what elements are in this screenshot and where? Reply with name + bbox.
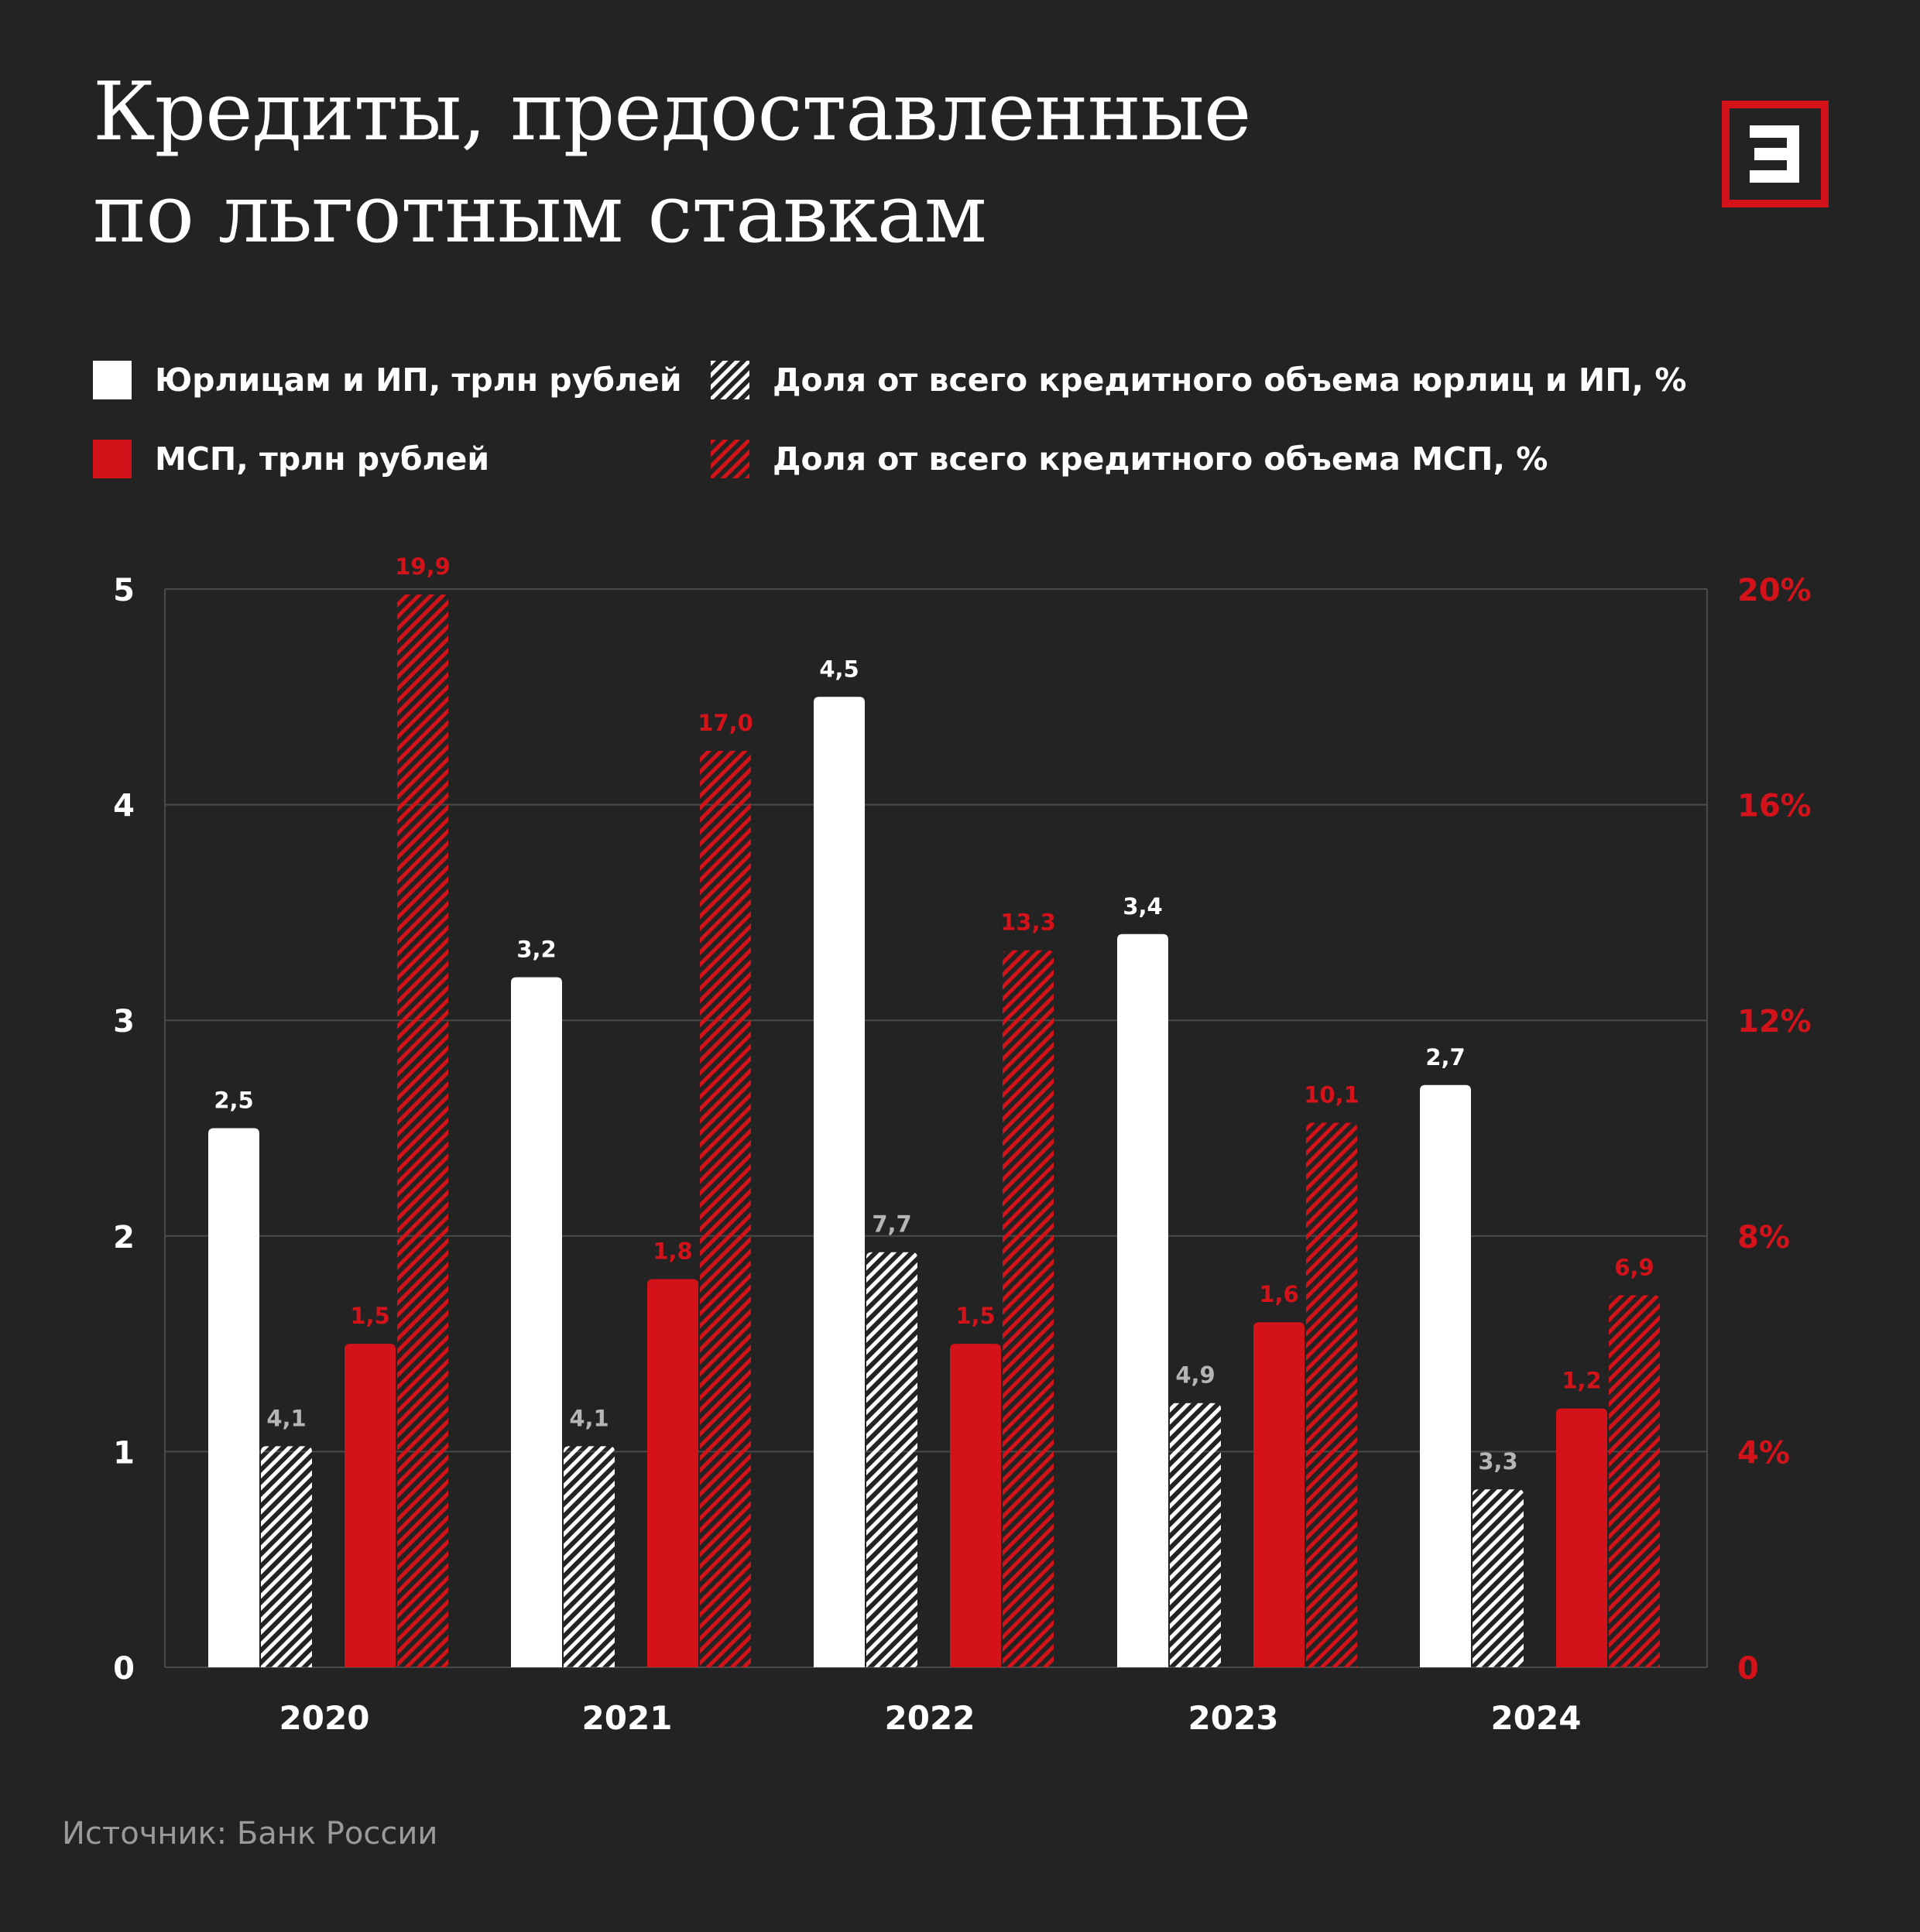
bar-legal-entities-share <box>564 1446 615 1667</box>
bar-sme <box>1253 1322 1305 1667</box>
bar-value-label: 4,1 <box>266 1405 306 1431</box>
y-left-tick-label: 2 <box>113 1220 135 1255</box>
bar-value-label: 3,4 <box>1123 893 1162 920</box>
bar-value-label: 4,5 <box>819 656 859 682</box>
y-left-tick-label: 4 <box>113 789 135 824</box>
labels-layer: 0 0 1 4% 2 8% 3 12% 4 16% 5 20% 2,5 4,1 1,5 19,9 2020 3,2… <box>113 553 1812 1737</box>
y-left-tick-label: 1 <box>113 1435 135 1471</box>
bar-legal-entities <box>511 977 562 1667</box>
letter-e-logo-icon <box>1722 101 1829 207</box>
bar-value-label: 3,3 <box>1478 1448 1517 1475</box>
x-tick-label: 2022 <box>885 1699 975 1737</box>
x-tick-label: 2024 <box>1491 1699 1582 1737</box>
bar-value-label: 1,5 <box>955 1303 995 1329</box>
bar-sme <box>647 1279 698 1667</box>
bar-legal-entities-share <box>1473 1489 1524 1667</box>
bar-value-label: 7,7 <box>872 1211 911 1238</box>
y-right-tick-label: 20% <box>1737 573 1812 608</box>
bar-value-label: 6,9 <box>1614 1254 1654 1280</box>
legend-item-sme: МСП, трлн рублей <box>93 440 489 478</box>
legend-swatch-solid-white <box>93 361 132 399</box>
bar-value-label: 13,3 <box>1000 909 1056 936</box>
bar-value-label: 4,1 <box>569 1405 609 1431</box>
legend-label: Юрлицам и ИП, трлн рублей <box>155 361 682 399</box>
x-tick-label: 2023 <box>1188 1699 1279 1737</box>
bar-legal-entities-share <box>866 1252 917 1667</box>
bar-value-label: 17,0 <box>698 710 753 736</box>
y-left-tick-label: 3 <box>113 1004 135 1040</box>
bar-value-label: 2,5 <box>214 1088 253 1114</box>
bar-legal-entities-share <box>1170 1403 1221 1667</box>
legend-item-legal-entities: Юрлицам и ИП, трлн рублей <box>93 361 682 399</box>
y-right-tick-label: 0 <box>1737 1651 1759 1687</box>
bar-sme <box>950 1344 1001 1667</box>
bar-sme-share <box>1609 1295 1660 1667</box>
y-left-tick-label: 5 <box>113 573 135 608</box>
bar-sme-share <box>1003 950 1054 1667</box>
legend-label: Доля от всего кредитного объема юрлиц и … <box>773 361 1687 399</box>
legend-item-sme-share: Доля от всего кредитного объема МСП, % <box>711 440 1548 478</box>
bar-value-label: 1,5 <box>350 1303 389 1329</box>
bar-value-label: 1,2 <box>1562 1368 1601 1394</box>
y-right-tick-label: 16% <box>1737 789 1812 824</box>
bar-sme <box>345 1344 396 1667</box>
bar-legal-entities <box>1420 1084 1471 1667</box>
legend-label: МСП, трлн рублей <box>155 440 490 478</box>
legend-swatch-hatch-red <box>711 440 749 478</box>
legend-swatch-solid-red <box>93 440 132 478</box>
source-note: Источник: Банк России <box>62 1816 438 1852</box>
bar-sme <box>1556 1408 1607 1667</box>
bar-value-label: 19,9 <box>395 553 451 580</box>
x-tick-label: 2021 <box>582 1699 673 1737</box>
bar-value-label: 3,2 <box>516 936 556 962</box>
y-right-tick-label: 12% <box>1737 1004 1812 1040</box>
y-right-tick-label: 4% <box>1737 1435 1790 1471</box>
bar-sme-share <box>700 750 751 1668</box>
bar-value-label: 10,1 <box>1304 1082 1359 1108</box>
bar-sme-share <box>1306 1122 1357 1667</box>
legend-swatch-hatch-white <box>711 361 749 399</box>
y-left-tick-label: 0 <box>113 1651 135 1687</box>
y-right-tick-label: 8% <box>1737 1220 1790 1255</box>
bar-legal-entities <box>814 697 865 1667</box>
legend-label: Доля от всего кредитного объема МСП, % <box>773 440 1548 478</box>
chart-title: Кредиты, предоставленные по льготным ста… <box>93 64 1251 261</box>
bar-sme-share <box>397 594 448 1667</box>
bar-legal-entities-share <box>261 1446 312 1667</box>
x-tick-label: 2020 <box>279 1699 370 1737</box>
bar-value-label: 1,8 <box>653 1238 692 1265</box>
bar-value-label: 1,6 <box>1259 1281 1298 1307</box>
bar-legal-entities <box>1117 933 1168 1667</box>
bar-legal-entities <box>208 1128 259 1667</box>
bar-value-label: 4,9 <box>1175 1362 1215 1389</box>
bar-value-label: 2,7 <box>1425 1044 1465 1070</box>
bars-layer <box>208 594 1660 1668</box>
legend-item-legal-entities-share: Доля от всего кредитного объема юрлиц и … <box>711 361 1686 399</box>
